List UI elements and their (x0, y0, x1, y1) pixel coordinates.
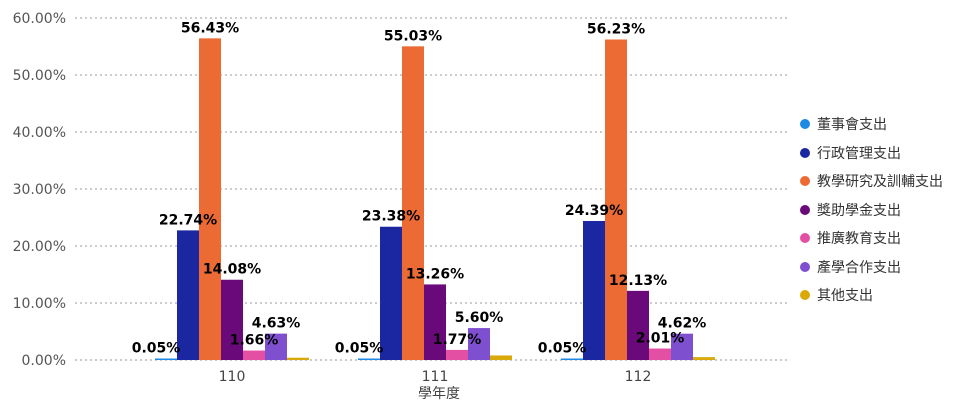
y-axis: 0.00% 10.00% 20.00% 30.00% 40.00% 50.00% 60.00… (13, 11, 66, 369)
legend-item[interactable]: 董事會支出 (800, 110, 943, 139)
bars (155, 38, 715, 360)
legend-swatch (800, 176, 810, 187)
y-tick-label: 30.00% (13, 182, 66, 198)
data-label: 12.13% (609, 273, 667, 289)
y-tick-label: 0.00% (22, 353, 66, 369)
legend-label: 董事會支出 (817, 117, 887, 134)
legend-swatch (800, 290, 810, 301)
bar (177, 230, 199, 360)
data-label: 1.77% (433, 332, 482, 348)
data-label: 56.23% (587, 21, 645, 37)
data-label: 13.26% (406, 266, 464, 282)
legend-label: 教學研究及訓輔支出 (817, 174, 943, 191)
x-tick-label: 110 (219, 369, 246, 385)
x-tick-label: 111 (422, 369, 449, 385)
bar (358, 358, 380, 360)
x-axis-label: 學年度 (418, 386, 460, 402)
legend-label: 推廣教育支出 (817, 231, 901, 248)
y-tick-label: 10.00% (13, 296, 66, 312)
bar (199, 38, 221, 360)
y-tick-label: 40.00% (13, 125, 66, 141)
bar (155, 358, 177, 360)
legend-label: 獎助學金支出 (817, 202, 901, 219)
data-label: 4.62% (658, 316, 707, 332)
bar (649, 348, 671, 360)
data-label: 24.39% (565, 203, 623, 219)
data-label: 22.74% (159, 212, 217, 228)
legend-item[interactable]: 獎助學金支出 (800, 196, 943, 225)
data-label: 55.03% (384, 28, 442, 44)
legend-swatch (800, 147, 810, 158)
bar (243, 350, 265, 360)
data-label: 56.43% (181, 20, 239, 36)
data-label: 1.66% (230, 333, 279, 349)
bar (265, 333, 287, 360)
y-tick-label: 60.00% (13, 11, 66, 27)
data-label: 23.38% (362, 209, 420, 225)
x-axis: 110 111 112 (219, 369, 652, 385)
data-label: 0.05% (335, 341, 384, 357)
legend-swatch (800, 119, 810, 130)
bar (605, 39, 627, 360)
data-label: 14.08% (203, 262, 261, 278)
bar (693, 357, 715, 360)
legend-swatch (800, 233, 810, 244)
legend-item[interactable]: 行政管理支出 (800, 139, 943, 168)
bar (583, 220, 605, 360)
legend-label: 其他支出 (817, 288, 873, 305)
bar (380, 226, 402, 360)
bar (627, 290, 649, 360)
legend: 董事會支出行政管理支出教學研究及訓輔支出 獎助學金支出 推廣教育支出 產學合作支出 其他… (800, 110, 943, 310)
bar (287, 357, 309, 360)
bar (424, 284, 446, 360)
bar (402, 46, 424, 360)
bar (446, 349, 468, 360)
y-tick-label: 50.00% (13, 68, 66, 84)
data-label: 5.60% (455, 310, 504, 326)
legend-label: 產學合作支出 (817, 259, 901, 276)
data-labels: 0.05% 22.74% 56.43% 14.08% 1.66%4.63% 0.05% 23… (132, 20, 707, 356)
legend-label: 行政管理支出 (817, 145, 901, 162)
bar (671, 333, 693, 360)
data-label: 0.05% (538, 341, 587, 357)
legend-item[interactable]: 產學合作支出 (800, 253, 943, 282)
legend-swatch (800, 204, 810, 215)
data-label: 4.63% (252, 316, 301, 332)
data-label: 0.05% (132, 341, 181, 357)
x-tick-label: 112 (625, 369, 652, 385)
bar (221, 279, 243, 360)
legend-item[interactable]: 其他支出 (800, 281, 943, 310)
bar (468, 328, 490, 360)
legend-item[interactable]: 推廣教育支出 (800, 224, 943, 253)
legend-swatch (800, 261, 810, 272)
bar (490, 355, 512, 360)
bar-chart: 0.00% 10.00% 20.00% 30.00% 40.00% 50.00% 60.00… (13, 11, 790, 402)
y-tick-label: 20.00% (13, 239, 66, 255)
data-label: 2.01% (636, 331, 685, 347)
legend-item[interactable]: 教學研究及訓輔支出 (800, 167, 943, 196)
bar (561, 358, 583, 360)
